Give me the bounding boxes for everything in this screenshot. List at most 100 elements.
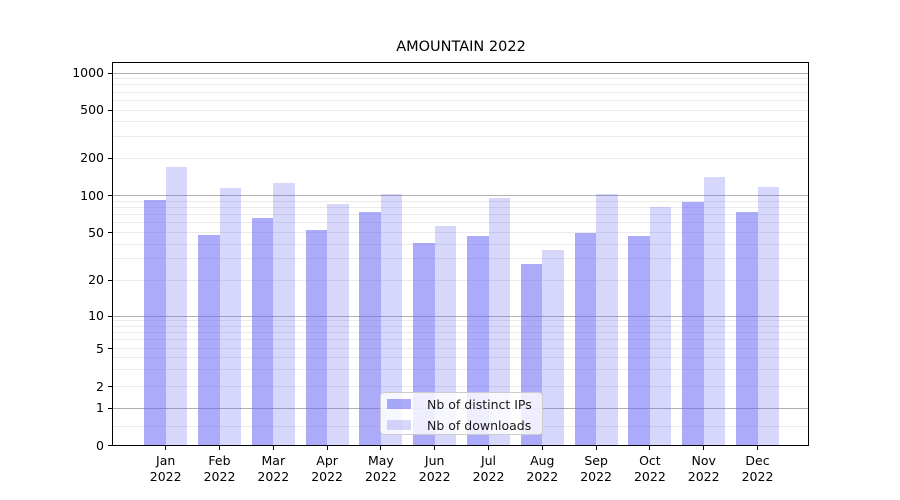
bar-distinct-ips-apr [305, 230, 328, 446]
x-tick-label: Dec 2022 [728, 453, 788, 485]
y-tick-mark [108, 157, 112, 159]
y-tick-label: 1 [96, 400, 104, 415]
legend-swatch-downloads [387, 420, 411, 430]
bar-downloads-jul [488, 197, 510, 446]
y-tick-label: 200 [80, 150, 104, 165]
x-tick-month: Jan [156, 453, 176, 468]
gridline-minor [113, 243, 809, 245]
gridline-minor [113, 121, 809, 123]
bar-distinct-ips-sep [574, 232, 597, 446]
y-tick-mark [108, 195, 112, 196]
y-tick-label: 20 [88, 272, 104, 287]
legend-label-downloads: Nb of downloads [427, 417, 532, 433]
x-tick-month: Jun [424, 453, 445, 468]
x-tick-label: Jun 2022 [405, 453, 465, 485]
x-tick-label: May 2022 [351, 453, 411, 485]
gridline-minor [113, 357, 809, 359]
gridline-minor [113, 386, 809, 387]
y-tick-label: 5 [96, 340, 104, 356]
x-tick-label: Mar 2022 [243, 453, 303, 485]
bar-downloads-jun [434, 225, 457, 446]
x-tick-mark [488, 446, 489, 450]
bar-distinct-ips-dec [736, 212, 758, 446]
x-tick-month: Oct [639, 453, 661, 468]
x-tick-label: Aug 2022 [512, 453, 572, 485]
bar-downloads-jan [165, 167, 188, 446]
x-tick-year: 2022 [364, 469, 397, 484]
x-tick-year: 2022 [472, 469, 505, 484]
bar-downloads-mar [273, 182, 295, 446]
x-tick-label: Nov 2022 [674, 453, 734, 485]
x-tick-year: 2022 [257, 469, 290, 484]
x-tick-year: 2022 [580, 469, 612, 484]
x-tick-month: Mar [261, 453, 286, 468]
gridline-minor [113, 91, 809, 93]
x-tick-mark [326, 446, 328, 450]
bar-distinct-ips-jan [144, 199, 166, 446]
gridline-major [113, 195, 809, 196]
x-tick-mark [595, 446, 597, 450]
gridline-minor [113, 369, 809, 371]
bar-downloads-dec [757, 186, 779, 446]
gridline-minor [113, 339, 809, 341]
bar-downloads-aug [542, 249, 564, 446]
bar-downloads-may [380, 193, 403, 446]
gridline-minor [113, 206, 809, 208]
gridline-minor [113, 136, 809, 138]
y-tick-label: 500 [80, 102, 104, 117]
bar-distinct-ips-oct [628, 235, 650, 446]
x-tick-month: Aug [530, 453, 555, 468]
legend-swatch-distinct-ips [387, 399, 411, 409]
gridline-minor [113, 332, 809, 334]
x-tick-month: May [367, 453, 394, 468]
y-tick-label: 50 [88, 224, 104, 240]
x-tick-label: Jul 2022 [459, 453, 519, 485]
x-tick-label: Sep 2022 [566, 453, 626, 485]
x-tick-mark [219, 446, 220, 450]
y-tick-mark [108, 279, 112, 281]
gridline-minor [113, 320, 809, 322]
legend-box: Nb of distinct IPs Nb of downloads [380, 392, 543, 435]
x-tick-label: Feb 2022 [190, 453, 250, 485]
gridline-minor [113, 348, 809, 349]
bar-distinct-ips-feb [198, 234, 220, 446]
y-tick-mark [108, 315, 112, 317]
bar-downloads-nov [703, 177, 726, 446]
chart-title: AMOUNTAIN 2022 [396, 39, 526, 55]
y-tick-mark [108, 407, 112, 409]
x-tick-label: Jan 2022 [136, 453, 196, 485]
gridline-minor [113, 157, 809, 159]
gridline-minor [113, 214, 809, 216]
x-tick-mark [703, 446, 705, 450]
legend-row-downloads: Nb of downloads [381, 415, 542, 435]
bar-downloads-oct [649, 206, 672, 446]
x-tick-year: 2022 [203, 469, 236, 484]
x-tick-mark [434, 446, 436, 450]
gridline-minor [113, 99, 809, 101]
x-tick-year: 2022 [311, 469, 343, 484]
y-tick-mark [108, 348, 112, 349]
x-tick-year: 2022 [526, 469, 559, 484]
x-tick-month: Sep [584, 453, 608, 468]
x-tick-label: Oct 2022 [620, 453, 680, 485]
x-tick-year: 2022 [149, 469, 182, 484]
x-tick-month: Apr [316, 453, 338, 468]
x-tick-year: 2022 [741, 469, 774, 484]
y-tick-label: 0 [96, 437, 104, 453]
gridline-major [113, 72, 809, 74]
y-tick-label: 2 [96, 378, 104, 394]
x-tick-year: 2022 [418, 469, 451, 484]
x-tick-year: 2022 [633, 469, 666, 484]
x-tick-mark [272, 446, 274, 450]
y-tick-label: 100 [80, 187, 104, 203]
gridline-minor [113, 232, 809, 233]
bar-distinct-ips-mar [251, 217, 274, 446]
gridline-minor [113, 84, 809, 86]
gridline-minor [113, 78, 809, 80]
bar-downloads-apr [327, 204, 349, 446]
x-tick-month: Dec [745, 453, 770, 468]
y-tick-label: 10 [88, 308, 104, 323]
legend-label-distinct-ips: Nb of distinct IPs [427, 396, 532, 412]
bar-downloads-feb [219, 187, 241, 446]
x-tick-label: Apr 2022 [297, 453, 357, 485]
